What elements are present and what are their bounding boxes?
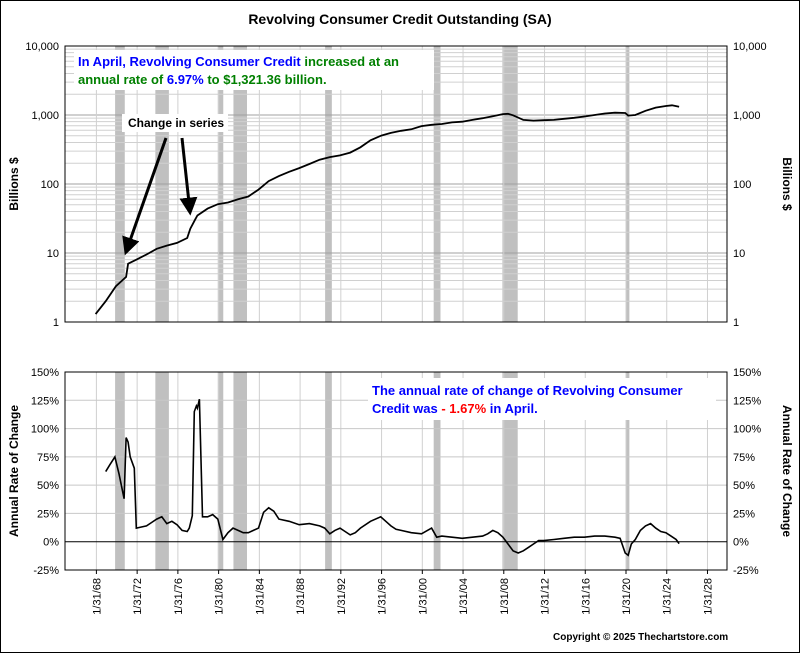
annotation-segment: to $1,321.36 billion.	[204, 72, 327, 87]
top-left-tick-label: 100	[41, 179, 59, 191]
top-annotation: In April, Revolving Consumer Credit incr…	[74, 50, 434, 90]
top-right-tick-label: 10	[733, 248, 745, 260]
bottom-left-tick-label: 25%	[37, 508, 59, 520]
bottom-right-tick-label: 25%	[733, 508, 755, 520]
recession-band-bottom	[325, 372, 332, 570]
bottom-left-tick-label: 125%	[31, 395, 59, 407]
bottom-right-tick-label: 100%	[733, 424, 761, 436]
x-tick-label: 1/31/80	[214, 578, 226, 615]
recession-band-bottom	[233, 372, 247, 570]
recession-band-bottom	[502, 372, 518, 570]
change-arrow-left	[122, 137, 168, 256]
x-tick-label: 1/31/24	[662, 578, 674, 615]
change-label-bg	[122, 114, 228, 132]
change-in-series-label: Change in series	[128, 116, 224, 130]
x-tick-label: 1/31/08	[499, 578, 511, 615]
annotation-segment: increased at an	[304, 54, 399, 69]
top-left-axis-title: Billions $	[7, 157, 21, 211]
recession-band-bottom	[115, 372, 125, 570]
revolving-credit-line	[94, 104, 680, 315]
top-left-tick-label: 1	[53, 317, 59, 329]
top-right-tick-label: 10,000	[733, 41, 767, 53]
change-arrow-right	[179, 137, 198, 216]
bottom-left-tick-label: -25%	[33, 565, 59, 577]
top-annotation-text: In April, Revolving Consumer Credit incr…	[78, 54, 399, 87]
annotation-segment: Credit was	[372, 401, 441, 416]
x-tick-label: 1/31/16	[580, 578, 592, 615]
annotation-segment: in April.	[486, 401, 538, 416]
annotation-segment: - 1.67%	[441, 401, 486, 416]
x-tick-label: 1/31/84	[254, 578, 266, 615]
top-left-tick-label: 10,000	[25, 41, 59, 53]
bottom-right-axis-title: Annual Rate of Change	[780, 405, 794, 537]
bottom-left-tick-label: 75%	[37, 452, 59, 464]
recession-band-bottom	[217, 372, 224, 570]
bottom-right-tick-label: 50%	[733, 480, 755, 492]
top-annotation-bg	[74, 50, 434, 90]
bottom-annotation-text: The annual rate of change of Revolving C…	[372, 383, 683, 416]
x-tick-label: 1/31/04	[458, 578, 470, 615]
top-right-axis-title: Billions $	[780, 157, 794, 211]
top-right-tick-label: 1	[733, 317, 739, 329]
bottom-right-tick-label: 75%	[733, 452, 755, 464]
x-tick-label: 1/31/28	[702, 578, 714, 615]
annotation-segment: In April, Revolving Consumer Credit	[78, 54, 304, 69]
x-tick-label: 1/31/20	[621, 578, 633, 615]
top-right-tick-label: 100	[733, 179, 751, 191]
copyright-text: Copyright © 2025 Thechartstore.com	[553, 632, 728, 643]
bottom-right-tick-label: 0%	[733, 537, 749, 549]
bottom-right-tick-label: -25%	[733, 565, 759, 577]
recession-band-bottom	[155, 372, 169, 570]
bottom-left-tick-label: 50%	[37, 480, 59, 492]
x-tick-label: 1/31/76	[173, 578, 185, 615]
bottom-left-tick-label: 150%	[31, 367, 59, 379]
bottom-annotation: The annual rate of change of Revolving C…	[368, 378, 716, 420]
x-tick-label: 1/31/12	[540, 578, 552, 615]
chart-title: Revolving Consumer Credit Outstanding (S…	[248, 11, 551, 27]
x-tick-label: 1/31/92	[336, 578, 348, 615]
x-tick-label: 1/31/96	[377, 578, 389, 615]
annotation-segment: annual rate of	[78, 72, 167, 87]
recession-band-bottom	[433, 372, 441, 570]
bottom-annotation-bg	[368, 378, 716, 420]
x-tick-label: 1/31/68	[91, 578, 103, 615]
annotation-segment: The annual rate of change of Revolving C…	[372, 383, 683, 398]
bottom-left-tick-label: 100%	[31, 424, 59, 436]
bottom-left-axis-title: Annual Rate of Change	[7, 405, 21, 537]
x-tick-label: 1/31/88	[295, 578, 307, 615]
annotation-segment: 6.97%	[167, 72, 204, 87]
bottom-right-tick-label: 125%	[733, 395, 761, 407]
top-plot-border	[64, 45, 728, 323]
bottom-left-tick-label: 0%	[43, 537, 59, 549]
bottom-plot-border	[64, 371, 728, 571]
top-left-tick-label: 1,000	[31, 110, 59, 122]
top-right-tick-label: 1,000	[733, 110, 761, 122]
bottom-right-tick-label: 150%	[733, 367, 761, 379]
annual-rate-line	[105, 399, 680, 557]
x-tick-label: 1/31/00	[417, 578, 429, 615]
x-tick-label: 1/31/72	[132, 578, 144, 615]
recession-band-bottom	[626, 372, 630, 570]
top-left-tick-label: 10	[47, 248, 59, 260]
